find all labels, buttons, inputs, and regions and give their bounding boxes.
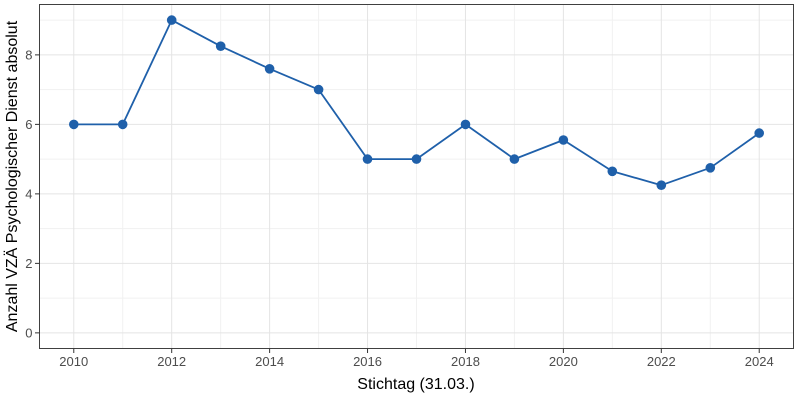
y-tick-label: 8	[25, 47, 32, 62]
data-point	[705, 163, 716, 173]
data-point	[460, 119, 471, 130]
data-point	[264, 64, 275, 74]
y-tick-label: 2	[25, 256, 32, 271]
axis-tick-labels: 2010 2012 2014 2016 2018 2020 2022 2024 0 2 4 6 8	[25, 47, 773, 369]
data-point	[607, 166, 618, 177]
data-point	[509, 154, 520, 164]
data-point	[117, 119, 128, 130]
data-point	[411, 154, 422, 164]
x-tick-label: 2024	[745, 354, 774, 369]
data-point	[362, 154, 373, 164]
data-point	[215, 41, 226, 51]
x-tick-label: 2010	[59, 354, 88, 369]
axis-ticks	[35, 54, 760, 353]
x-tick-label: 2022	[647, 354, 676, 369]
x-axis-title: Stichtag (31.03.)	[357, 376, 474, 393]
data-point	[656, 180, 667, 190]
y-tick-label: 4	[25, 186, 32, 201]
data-point	[558, 135, 569, 145]
data-point	[313, 84, 324, 95]
data-point	[166, 15, 177, 25]
x-tick-label: 2014	[255, 354, 284, 369]
x-tick-label: 2012	[157, 354, 186, 369]
x-tick-label: 2018	[451, 354, 480, 369]
data-point	[754, 128, 764, 138]
x-tick-label: 2020	[549, 354, 578, 369]
grid-major	[39, 4, 794, 349]
grid-minor	[39, 4, 794, 349]
data-series	[69, 15, 764, 190]
panel-border	[39, 4, 794, 349]
y-tick-label: 0	[25, 325, 32, 340]
y-tick-label: 6	[25, 117, 32, 132]
y-axis-title: Anzahl VZÄ Psychologischer Dienst absolu…	[3, 20, 21, 332]
x-tick-label: 2016	[353, 354, 382, 369]
data-point	[69, 119, 79, 130]
